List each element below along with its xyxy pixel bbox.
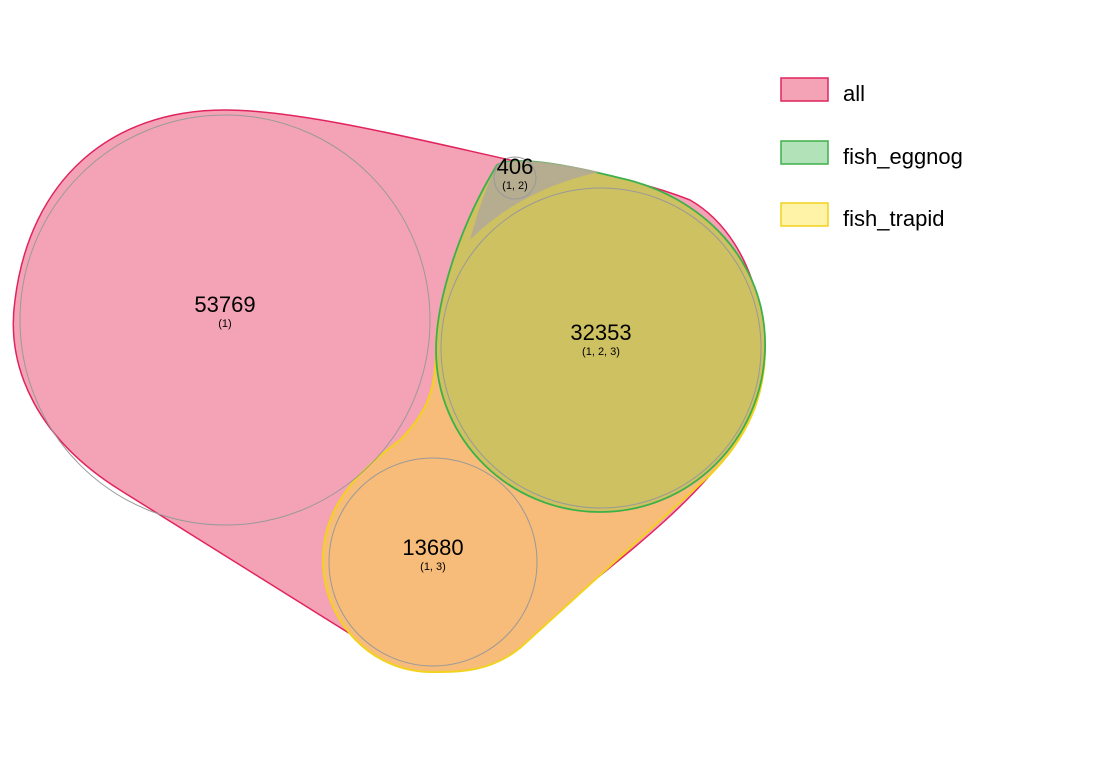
- region-1-2-count: 406: [497, 154, 534, 179]
- region-1-2-circle: [493, 156, 537, 200]
- region-1-3-count: 13680: [402, 535, 463, 560]
- region-1-circle: [19, 114, 431, 526]
- region-1-sets: (1): [218, 318, 231, 330]
- legend-label-all: all: [843, 81, 865, 106]
- legend-swatch-all: [780, 77, 829, 102]
- set-fish-eggnog-hull: [435, 160, 766, 513]
- region-1-2-3-sets: (1, 2, 3): [582, 346, 620, 358]
- legend-item-fish-trapid: fish_trapid: [780, 202, 945, 231]
- region-1-2-3-circle: [440, 187, 762, 509]
- region-1-count: 53769: [194, 292, 255, 317]
- region-1-2-3-count: 32353: [570, 320, 631, 345]
- region-1-2-shade: [470, 160, 600, 240]
- region-1-2-sets: (1, 2): [502, 180, 528, 192]
- legend: all fish_eggnog fish_trapid: [780, 77, 963, 231]
- region-1-3-sets: (1, 3): [420, 561, 446, 573]
- region-1-3-circle: [328, 457, 538, 667]
- legend-item-fish-eggnog: fish_eggnog: [780, 140, 963, 169]
- legend-swatch-fish-eggnog: [780, 140, 829, 165]
- legend-swatch-fish-trapid: [780, 202, 829, 227]
- legend-label-fish-eggnog: fish_eggnog: [843, 144, 963, 169]
- legend-item-all: all: [780, 77, 865, 106]
- legend-label-fish-trapid: fish_trapid: [843, 206, 945, 231]
